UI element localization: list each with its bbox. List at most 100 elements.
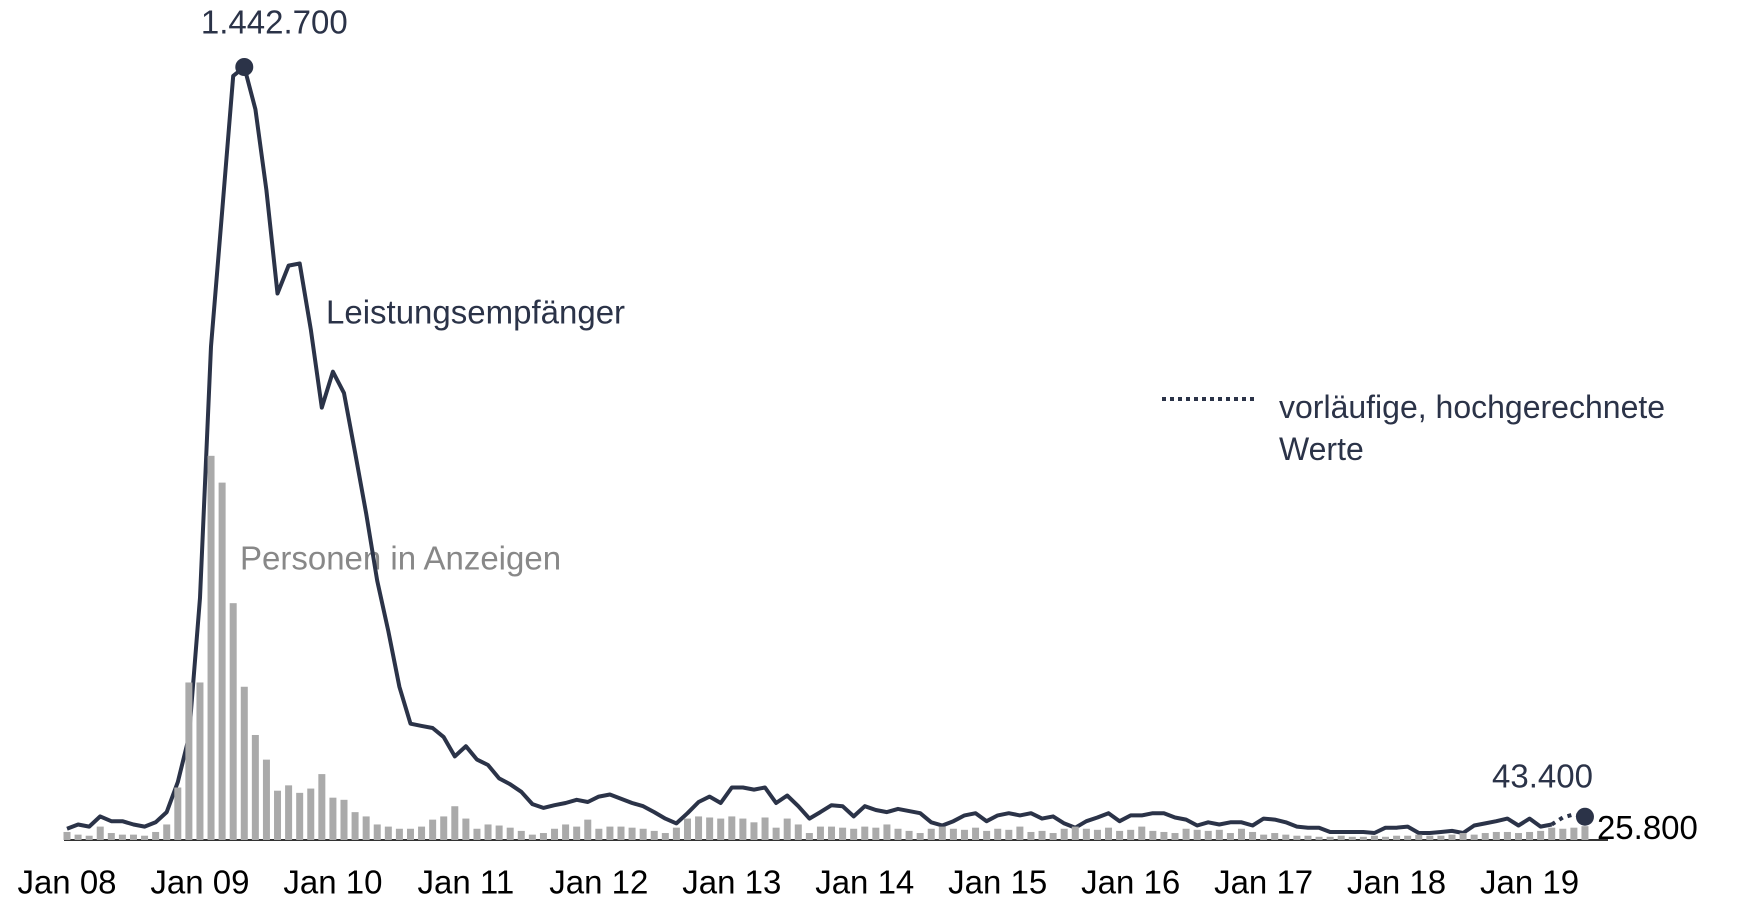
bar	[1514, 833, 1522, 840]
bar	[1204, 830, 1212, 840]
x-tick-label: Jan 09	[150, 864, 249, 900]
bar	[639, 828, 647, 840]
bar	[74, 834, 82, 840]
bar	[495, 825, 503, 840]
bar	[395, 828, 403, 840]
bar	[240, 686, 248, 840]
bar	[1138, 826, 1146, 840]
bar	[174, 787, 182, 840]
bar	[1093, 829, 1101, 840]
x-tick-label: Jan 12	[549, 864, 648, 900]
bar	[1060, 828, 1068, 840]
bar	[916, 833, 924, 840]
bar	[440, 816, 448, 840]
bar	[1226, 833, 1234, 840]
bar	[1082, 828, 1090, 840]
bar	[373, 824, 381, 840]
point-marker	[1575, 807, 1594, 826]
bar	[1016, 826, 1024, 840]
bar	[850, 828, 858, 840]
x-tick-label: Jan 10	[283, 864, 382, 900]
x-tick-label: Jan 17	[1214, 864, 1313, 900]
bar	[761, 817, 769, 840]
data-label: 1.442.700	[201, 4, 348, 41]
bar	[805, 833, 813, 840]
bar	[1548, 827, 1556, 840]
bar	[1027, 831, 1035, 840]
bar	[1348, 836, 1356, 840]
bar	[318, 774, 326, 840]
bar	[551, 828, 559, 840]
bar	[1537, 830, 1545, 840]
bar	[927, 828, 935, 840]
bar	[584, 819, 592, 840]
bar	[274, 790, 282, 840]
bar	[1127, 829, 1135, 840]
bar	[1481, 833, 1489, 840]
bar	[905, 830, 913, 840]
bar	[218, 482, 226, 840]
bar	[1459, 833, 1467, 840]
bar	[406, 828, 414, 840]
bar	[506, 827, 514, 840]
bar	[1116, 830, 1124, 840]
series-label: Personen in Anzeigen	[240, 540, 561, 577]
bar	[739, 818, 747, 840]
bar	[872, 827, 880, 840]
legend-label: vorläufige, hochgerechnete Werte	[1279, 389, 1666, 467]
bar	[207, 455, 215, 840]
bar	[1160, 831, 1168, 840]
bar	[141, 835, 149, 840]
bar	[152, 831, 160, 840]
bar	[1382, 836, 1390, 840]
bar	[1370, 835, 1378, 840]
bar	[606, 826, 614, 840]
bar	[772, 827, 780, 840]
bar	[484, 824, 492, 840]
bar	[794, 824, 802, 840]
bar	[695, 816, 703, 840]
bar	[285, 785, 293, 840]
bar	[1182, 828, 1190, 840]
bar	[949, 828, 957, 840]
bar	[517, 830, 525, 840]
bar	[661, 833, 669, 840]
bar	[384, 826, 392, 840]
bar	[85, 835, 93, 840]
bar	[1437, 835, 1445, 840]
bar	[672, 827, 680, 840]
bar	[960, 829, 968, 840]
bar	[1448, 834, 1456, 840]
bar	[1492, 831, 1500, 840]
bar	[938, 826, 946, 840]
bar	[562, 824, 570, 840]
data-label: 43.400	[1492, 757, 1593, 794]
bar	[351, 812, 359, 840]
bar	[1581, 826, 1589, 840]
bar	[296, 792, 304, 840]
bar	[1005, 829, 1013, 840]
x-tick-label: Jan 16	[1081, 864, 1180, 900]
bar	[451, 806, 459, 840]
bar	[1337, 835, 1345, 840]
bar	[185, 682, 193, 840]
bar	[1415, 834, 1423, 840]
bar	[1193, 829, 1201, 840]
bar	[1304, 835, 1312, 840]
bar	[418, 826, 426, 840]
x-tick-label: Jan 14	[815, 864, 914, 900]
x-tick-label: Jan 08	[17, 864, 116, 900]
bar	[63, 831, 71, 840]
bar	[1293, 835, 1301, 840]
bar	[1237, 828, 1245, 840]
bar	[706, 817, 714, 840]
bar	[1393, 835, 1401, 840]
bar	[1470, 834, 1478, 840]
bar	[462, 818, 470, 840]
x-tick-label: Jan 18	[1347, 864, 1446, 900]
bar	[828, 826, 836, 840]
bar	[251, 734, 259, 840]
bar	[628, 827, 636, 840]
bar	[1149, 830, 1157, 840]
